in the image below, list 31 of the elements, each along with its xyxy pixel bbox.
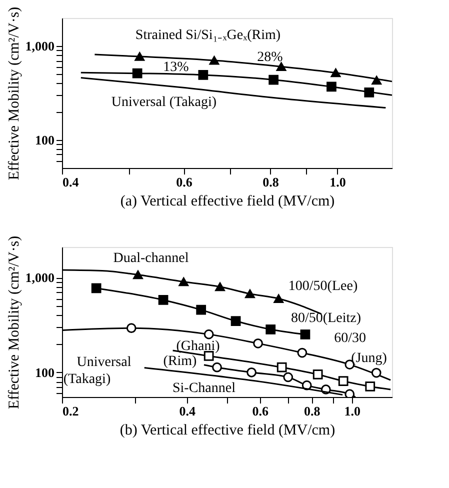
annotation: 80/50(Leitz) bbox=[291, 311, 362, 326]
annotation: Universal bbox=[76, 355, 132, 370]
y-tick-label: 100 bbox=[35, 132, 54, 148]
annotation: Universal (Takagi) bbox=[111, 95, 217, 110]
annotation: 13% bbox=[163, 60, 190, 75]
x-tick-label: 1.0 bbox=[330, 174, 346, 190]
annotation: 100/50(Lee) bbox=[288, 279, 358, 294]
x-axis-title: (a) Vertical effective field (MV/cm) bbox=[120, 194, 335, 210]
x-tick-label: 0.8 bbox=[304, 404, 321, 418]
x-tick-label: 0.6 bbox=[176, 174, 193, 190]
annotation: (Takagi) bbox=[63, 372, 111, 387]
x-tick-label: 0.4 bbox=[62, 174, 80, 190]
y-axis-title: Effective Mobility (cm²/V·s) bbox=[6, 236, 22, 410]
y-axis-title: Effective Mobility (cm²/V·s) bbox=[6, 6, 22, 180]
x-tick-label: 1.0 bbox=[344, 404, 360, 418]
y-tick-label: 1,000 bbox=[25, 38, 54, 54]
y-tick-label: 100 bbox=[35, 364, 54, 380]
x-tick-label: 0.8 bbox=[262, 174, 280, 190]
annotation: (Rim) bbox=[163, 354, 198, 369]
annotation: 28% bbox=[257, 50, 284, 65]
x-tick-label: 0.2 bbox=[62, 404, 79, 418]
x-tick-label: 0.6 bbox=[252, 404, 269, 418]
annotation: Si-Channel bbox=[172, 381, 236, 396]
y-tick-label: 1,000 bbox=[25, 270, 54, 286]
x-tick-label: 0.4 bbox=[179, 404, 196, 418]
annotation: Dual-channel bbox=[113, 251, 189, 266]
annotation: (Ghani) bbox=[176, 339, 220, 354]
annotation: (Jung) bbox=[351, 351, 388, 366]
x-axis-title: (b) Vertical effective field (MV/cm) bbox=[120, 422, 336, 438]
annotation: Strained Si/Si₁₋ₓGeₓ(Rim) bbox=[135, 28, 281, 43]
annotation: 60/30 bbox=[334, 331, 366, 346]
